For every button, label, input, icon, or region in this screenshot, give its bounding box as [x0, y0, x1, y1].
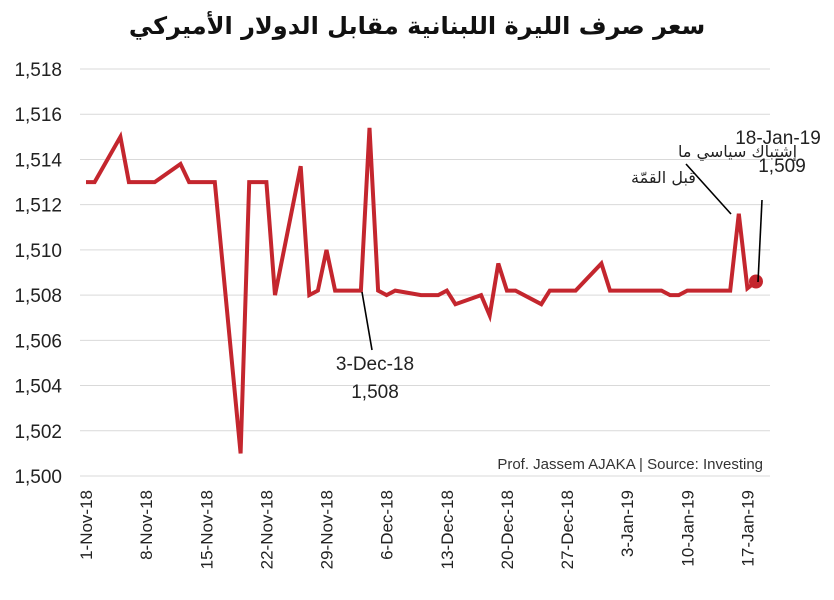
x-tick-label: 15-Nov-18: [197, 490, 216, 569]
x-tick-label: 8-Nov-18: [137, 490, 156, 560]
annotation-leader-jan18: [757, 199, 763, 283]
y-tick-label: 1,514: [14, 150, 62, 171]
chart-title: سعر صرف الليرة اللبنانية مقابل الدولار ا…: [129, 11, 705, 40]
x-tick-label: 3-Jan-19: [618, 490, 637, 557]
gridlines: [80, 68, 770, 477]
annotation-leader-peak: [685, 163, 732, 215]
y-tick-label: 1,508: [14, 286, 62, 307]
x-axis-ticks: 1-Nov-18 8-Nov-18 15-Nov-18 22-Nov-18 29-Nov…: [77, 490, 757, 569]
source-note: Prof. Jassem AJAKA | Source: Investing: [497, 456, 763, 473]
annotation-peak-line1: إشتباك سياسي ما: [678, 142, 797, 162]
y-tick-label: 1,506: [14, 331, 62, 352]
annotations: 3-Dec-18 1,508 إشتباك سياسي ما قبل القمّ…: [336, 128, 821, 403]
annotation-leader-dec3: [361, 291, 373, 351]
x-tick-label: 17-Jan-19: [738, 490, 757, 567]
x-tick-label: 6-Dec-18: [378, 490, 397, 560]
y-tick-label: 1,516: [14, 105, 62, 126]
y-tick-label: 1,500: [14, 467, 62, 488]
x-tick-label: 22-Nov-18: [257, 490, 276, 569]
annotation-jan18-date: 18-Jan-19: [735, 128, 821, 149]
x-tick-label: 10-Jan-19: [678, 490, 697, 567]
x-tick-label: 1-Nov-18: [77, 490, 96, 560]
y-tick-label: 1,504: [14, 377, 62, 398]
x-tick-label: 29-Nov-18: [318, 490, 337, 569]
y-tick-label: 1,518: [14, 60, 62, 81]
x-tick-label: 20-Dec-18: [498, 490, 517, 569]
y-tick-label: 1,512: [14, 196, 62, 217]
y-tick-label: 1,510: [14, 241, 62, 262]
x-tick-label: 13-Dec-18: [438, 490, 457, 569]
y-tick-label: 1,502: [14, 422, 62, 443]
annotation-jan18-value: 1,509: [758, 156, 806, 177]
last-point-marker: [749, 274, 763, 289]
annotation-dec3-value: 1,508: [351, 382, 399, 403]
y-axis-ticks: 1,500 1,502 1,504 1,506 1,508 1,510 1,512 1,514…: [14, 60, 62, 488]
x-tick-label: 27-Dec-18: [558, 490, 577, 569]
annotation-peak-line2: قبل القمّة: [631, 168, 696, 187]
annotation-dec3-date: 3-Dec-18: [336, 354, 414, 375]
series-line-layer: [85, 127, 763, 454]
